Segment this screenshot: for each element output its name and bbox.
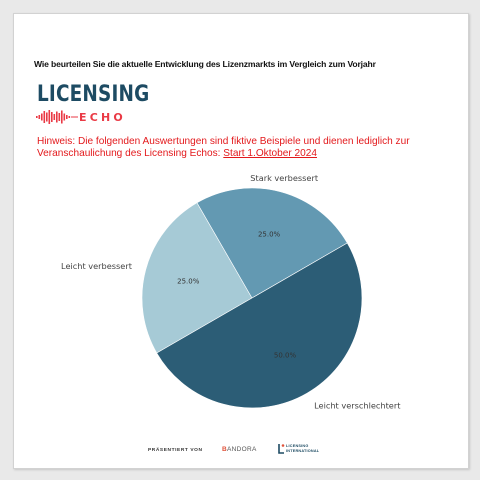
licensing-echo-logo-sub: ECHO xyxy=(79,111,126,124)
bandora-logo-rest: ANDORA xyxy=(227,446,257,453)
licensing-international-line1: LICENSING xyxy=(286,444,309,448)
pie-slice-3 xyxy=(156,242,363,409)
licensing-international-logo: LICENSING INTERNATIONAL xyxy=(286,444,319,453)
pie-slice-percent-label: 25.0% xyxy=(258,231,281,239)
licensing-international-icon xyxy=(278,444,285,454)
pie-slice-percent-label: 25.0% xyxy=(177,277,200,285)
pie-slice-percent-label: 50.0% xyxy=(274,352,297,360)
pie-slice-category-label: Stark verbessert xyxy=(250,173,319,183)
licensing-international-line2: INTERNATIONAL xyxy=(286,448,320,453)
fictional-data-notice: Hinweis: Die folgenden Auswertungen sind… xyxy=(37,136,437,160)
pie-slice-1 xyxy=(141,202,253,354)
pie-slice-2 xyxy=(196,187,348,299)
pie-slice-category-label: Leicht verschlechtert xyxy=(314,401,401,411)
bandora-logo-b: B xyxy=(222,446,227,453)
notice-text: Hinweis: Die folgenden Auswertungen sind… xyxy=(37,136,410,159)
licensing-echo-logo-word: LICENSING xyxy=(37,81,150,107)
pie-slice-category-label: Leicht verbessert xyxy=(61,261,133,271)
bandora-logo: BANDORA xyxy=(222,446,257,453)
notice-start-date-link[interactable]: Start 1.Oktober 2024 xyxy=(223,148,317,159)
presented-by-label: PRÄSENTIERT VON xyxy=(148,448,203,453)
survey-question: Wie beurteilen Sie die aktuelle Entwickl… xyxy=(34,59,376,69)
soundwave-icon xyxy=(36,110,78,124)
